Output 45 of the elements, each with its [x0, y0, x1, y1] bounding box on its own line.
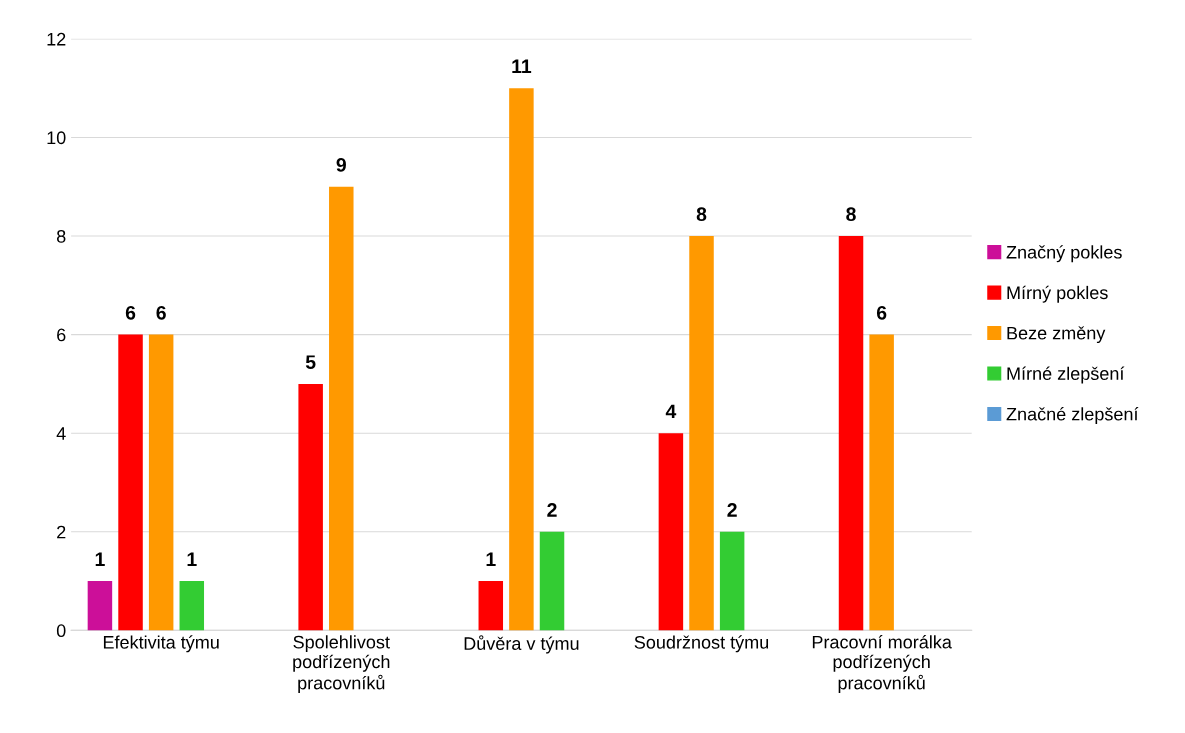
bar — [118, 334, 143, 631]
data-label: 5 — [305, 355, 316, 369]
data-label: 2 — [547, 503, 557, 517]
bar — [719, 531, 745, 631]
legend-label: Beze změny — [1007, 326, 1106, 344]
y-tick-label: 0 — [56, 624, 66, 638]
x-tick-label: Spolehlivost podřízených pracovníků — [293, 635, 390, 693]
data-label: 8 — [696, 207, 707, 222]
legend-label: Mírné zlepšení — [1007, 366, 1125, 384]
bar — [329, 186, 354, 631]
bar — [298, 383, 323, 631]
y-tick-label: 12 — [47, 32, 66, 46]
y-tick-label: 2 — [57, 525, 66, 539]
bar — [87, 581, 113, 631]
data-label: 6 — [876, 305, 887, 320]
bar — [869, 334, 894, 631]
data-label: 1 — [486, 552, 496, 566]
data-label: 2 — [727, 503, 737, 517]
y-tick-label: 8 — [56, 229, 66, 243]
legend-label: Značné zlepšení — [1006, 407, 1139, 425]
data-label: 11 — [512, 59, 532, 73]
x-tick-label: Důvěra v týmu — [464, 635, 579, 654]
x-tick-label: Soudržnost týmu — [634, 635, 769, 653]
y-tick-label: 10 — [47, 131, 66, 145]
data-label: 6 — [156, 305, 166, 320]
bar — [179, 581, 205, 631]
x-tick-label: Pracovní morálka podřízených pracovníků — [812, 635, 952, 693]
bar — [689, 236, 714, 631]
x-tick-label: Efektivita týmu — [103, 635, 219, 653]
bar — [658, 433, 684, 631]
data-label: 1 — [95, 552, 105, 566]
data-label: 8 — [846, 207, 856, 222]
legend-label: Značný pokles — [1006, 245, 1122, 263]
bar — [539, 531, 565, 631]
data-label: 9 — [336, 158, 346, 172]
data-label: 4 — [665, 404, 677, 419]
data-label: 6 — [125, 305, 136, 320]
legend-label: Mírný pokles — [1007, 285, 1108, 303]
bar — [509, 88, 534, 631]
bar — [838, 236, 864, 631]
y-tick-label: 4 — [56, 427, 66, 440]
y-tick-label: 6 — [57, 328, 66, 342]
bar — [148, 334, 174, 631]
bar — [478, 581, 504, 631]
data-label: 1 — [187, 552, 197, 566]
